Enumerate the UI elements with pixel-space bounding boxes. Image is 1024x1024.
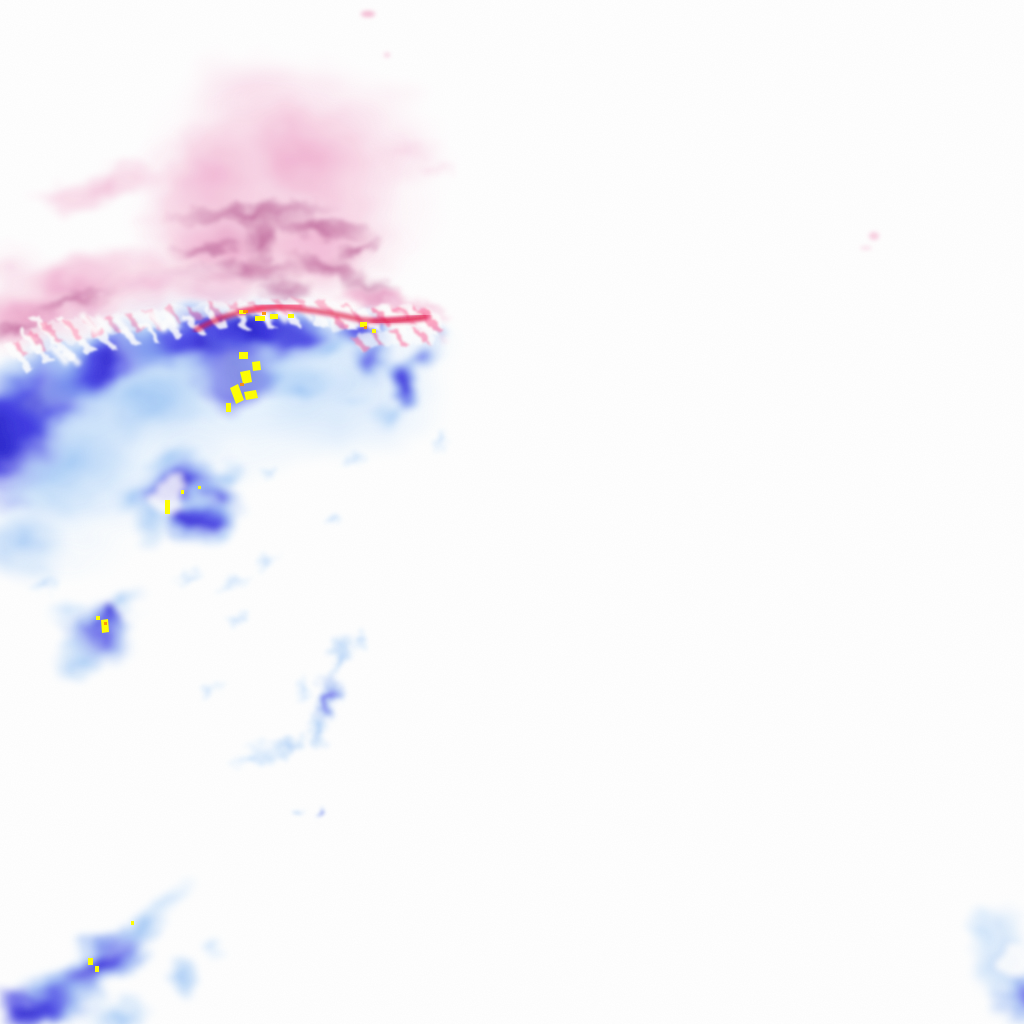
raster-noise-overlay <box>0 0 1024 1024</box>
radar-precipitation-layer <box>0 0 1024 1024</box>
radar-map-canvas[interactable]: Precipitation Radar Tile <box>0 0 1024 1024</box>
